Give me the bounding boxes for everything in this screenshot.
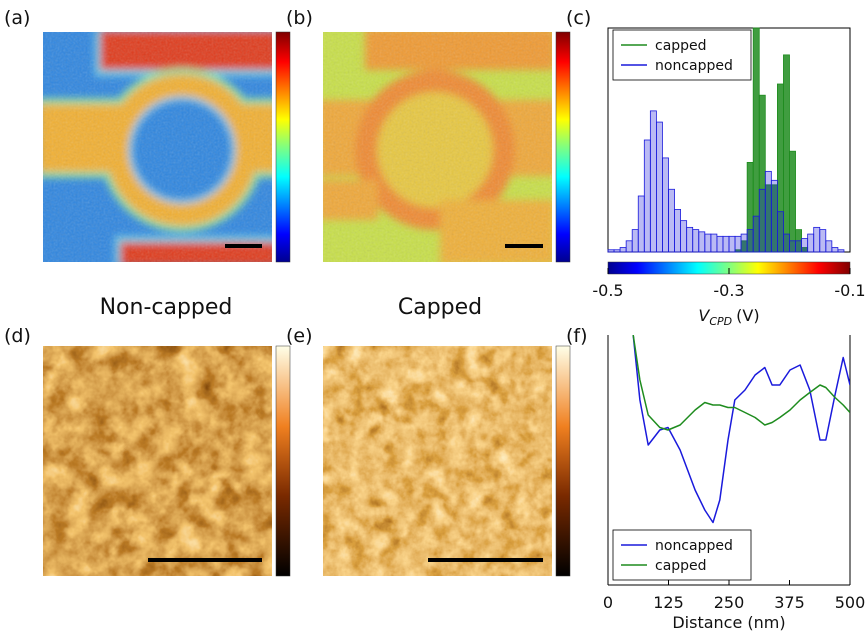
- x-tick-label: -0.1: [834, 281, 865, 300]
- colorbar: [275, 31, 291, 263]
- line-series: [632, 335, 850, 524]
- histogram-bar: [698, 231, 706, 253]
- histogram-bar: [777, 211, 784, 253]
- line-series: [632, 335, 850, 431]
- histogram-bar: [789, 150, 796, 253]
- histogram-bar: [668, 188, 675, 253]
- x-tick-label: 125: [653, 593, 684, 612]
- legend-label: noncapped: [655, 58, 733, 74]
- colorbar: [555, 345, 571, 577]
- colorbar: [555, 31, 571, 263]
- legend-box: [612, 29, 752, 81]
- panel-label: (e): [286, 325, 313, 347]
- histogram-bar: [789, 240, 796, 253]
- histogram-bar: [734, 235, 742, 253]
- panel-label: (d): [4, 325, 31, 347]
- kpfm-map-capped: [323, 32, 552, 262]
- histogram-bar: [728, 235, 736, 253]
- panel-label: (a): [4, 7, 30, 29]
- histogram-bar: [783, 233, 790, 253]
- histogram-bar: [783, 54, 790, 253]
- histogram-bar: [704, 233, 712, 253]
- x-tick-label: 0: [603, 593, 613, 612]
- histogram-bar: [813, 226, 821, 253]
- histogram-bar: [807, 233, 815, 253]
- histogram-bar: [801, 238, 809, 253]
- histogram-bar: [710, 233, 718, 253]
- x-tick-label: -0.3: [713, 281, 744, 300]
- x-label-symbol: V: [698, 306, 710, 325]
- histogram-bar: [631, 229, 639, 253]
- histogram-bar: [740, 233, 748, 253]
- histogram-bar: [613, 249, 621, 253]
- histogram-bar: [680, 220, 688, 253]
- plot-area: [632, 335, 850, 524]
- legend-label: capped: [655, 38, 707, 54]
- x-tick-label: 375: [774, 593, 805, 612]
- histogram-bar: [643, 139, 651, 253]
- histogram-bar: [649, 110, 657, 253]
- histogram-bar: [637, 195, 645, 253]
- histogram-bar: [831, 247, 839, 253]
- histogram-bar: [795, 240, 802, 253]
- histogram-bar: [674, 209, 681, 253]
- caption: Non-capped: [100, 295, 233, 320]
- histogram-bar: [686, 226, 694, 253]
- histogram-bar: [758, 188, 766, 253]
- colorbar: [275, 345, 291, 577]
- x-tick-label: 500: [835, 593, 866, 612]
- kpfm-map-noncapped: [43, 32, 272, 262]
- histogram-bar: [607, 249, 615, 253]
- histogram-bar: [722, 235, 730, 253]
- legend-box: [612, 529, 752, 581]
- histogram-bar: [662, 157, 669, 253]
- histogram-bar: [764, 170, 772, 253]
- histogram-bar: [746, 229, 754, 253]
- x-tick-label: 250: [714, 593, 745, 612]
- panel-label: (f): [566, 325, 588, 347]
- x-axis-label: Distance (nm): [672, 613, 785, 632]
- histogram-bar: [825, 240, 833, 253]
- histogram-bar: [692, 229, 700, 253]
- legend-label: noncapped: [655, 538, 733, 554]
- x-label-subscript: CPD: [709, 315, 732, 328]
- afm-topography-capped: [323, 346, 552, 576]
- panel-label: (b): [286, 7, 313, 29]
- histogram-bar: [625, 240, 633, 253]
- histogram-bar: [656, 121, 663, 253]
- caption: Capped: [398, 295, 482, 320]
- histogram-bar: [716, 235, 724, 253]
- x-axis-label: VCPD (V): [698, 306, 759, 328]
- histogram-bar: [752, 215, 760, 253]
- histogram-bar: [837, 249, 845, 253]
- histogram-bar: [619, 247, 627, 253]
- legend-label: capped: [655, 558, 707, 574]
- panel-label: (c): [566, 7, 591, 29]
- afm-topography-noncapped: [43, 346, 272, 576]
- x-label-unit: (V): [736, 306, 759, 325]
- x-tick-label: -0.5: [592, 281, 623, 300]
- histogram-bar: [819, 229, 827, 253]
- histogram-bar: [770, 179, 778, 253]
